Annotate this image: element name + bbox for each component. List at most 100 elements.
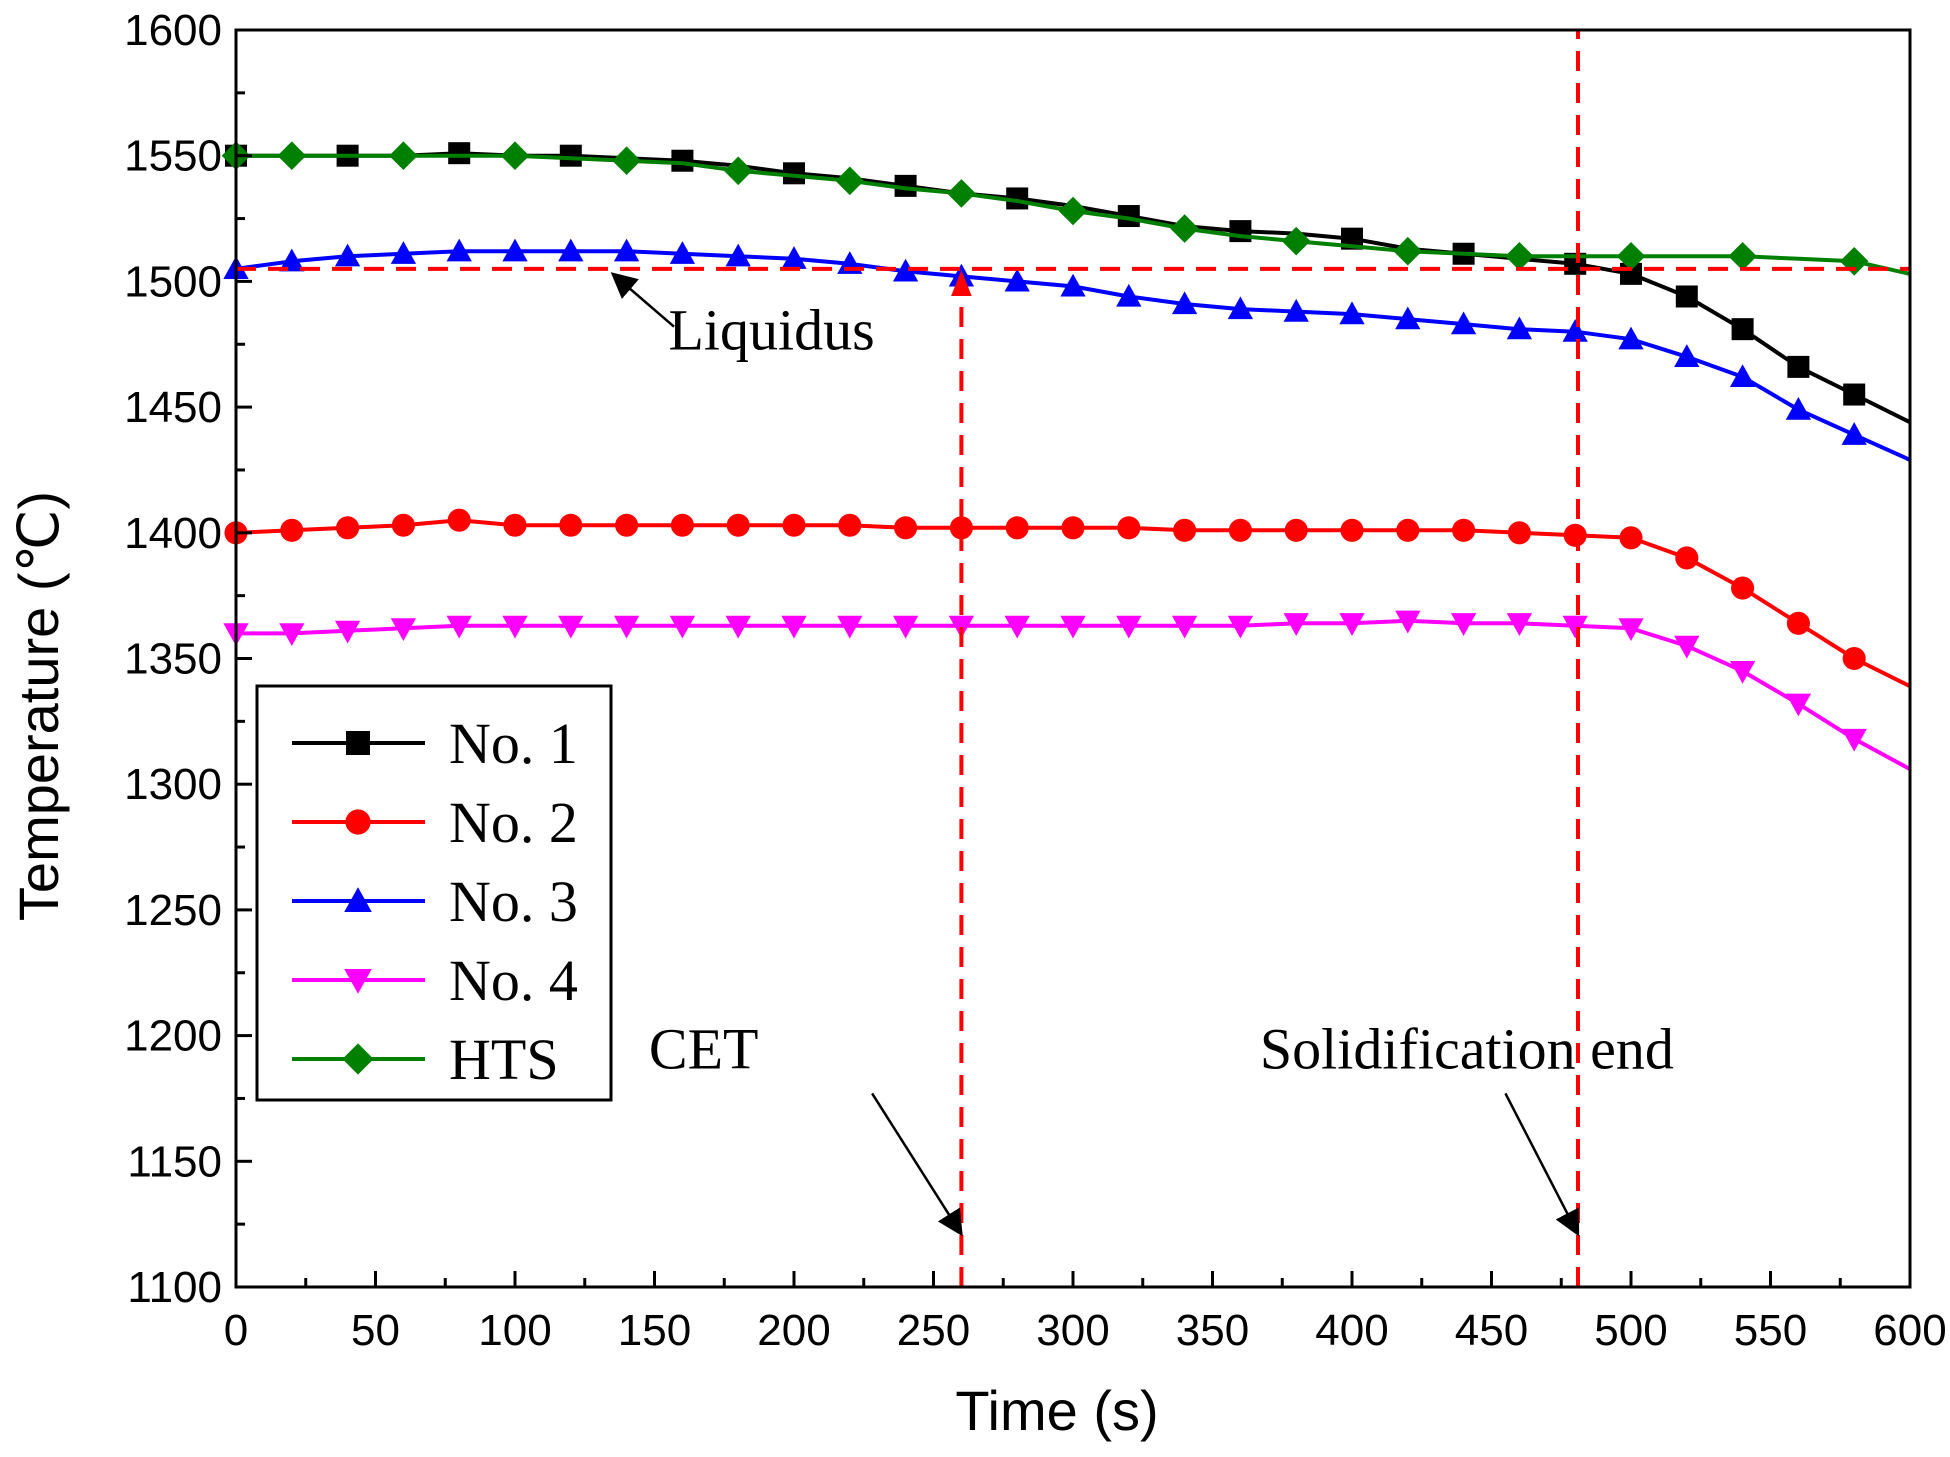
data-point — [1562, 319, 1588, 342]
data-point — [1563, 523, 1587, 547]
x-tick-label: 400 — [1315, 1306, 1388, 1355]
plot-area — [221, 30, 1911, 1287]
data-point — [1618, 326, 1644, 350]
data-point — [725, 243, 751, 267]
series-no-2 — [224, 508, 1911, 688]
data-point — [389, 141, 418, 170]
legend-marker — [345, 809, 371, 835]
data-point — [1395, 306, 1421, 330]
series-no-4 — [223, 610, 1911, 771]
data-point — [613, 615, 640, 639]
legend-item: No. 4 — [292, 948, 578, 1013]
data-point — [558, 615, 584, 639]
data-point — [1505, 241, 1534, 271]
series-hts — [221, 141, 1911, 276]
data-point — [1618, 618, 1644, 641]
data-point — [1227, 296, 1254, 320]
y-axis-title: Temperature (℃) — [7, 491, 70, 921]
data-point — [725, 615, 751, 639]
data-point — [1674, 635, 1700, 659]
data-point — [783, 162, 805, 185]
data-point — [1786, 611, 1810, 635]
data-point — [1731, 318, 1754, 341]
x-tick-label: 100 — [478, 1306, 551, 1355]
data-point — [1785, 693, 1812, 717]
data-point — [390, 241, 417, 264]
y-tick-label: 1100 — [127, 1263, 222, 1312]
cet-label: CET — [649, 1016, 759, 1081]
x-tick-label: 0 — [224, 1306, 248, 1355]
legend-item: HTS — [292, 1027, 559, 1092]
data-point — [1506, 316, 1533, 340]
data-point — [390, 618, 417, 641]
data-point — [1004, 615, 1030, 639]
data-point — [446, 615, 472, 639]
data-point — [334, 620, 361, 644]
x-tick-label: 450 — [1455, 1306, 1528, 1355]
legend-marker — [344, 887, 372, 913]
series-no-3 — [223, 238, 1911, 462]
data-point — [1227, 615, 1254, 639]
legend-label: No. 1 — [449, 711, 578, 776]
legend-box — [255, 684, 613, 1102]
x-tick-label: 350 — [1176, 1306, 1249, 1355]
data-point — [1339, 613, 1365, 636]
data-point — [892, 615, 919, 639]
data-point — [1060, 273, 1086, 297]
data-point — [1841, 728, 1867, 752]
data-point — [1284, 518, 1308, 542]
data-point — [1729, 364, 1756, 388]
data-point — [613, 238, 640, 262]
data-point — [1674, 344, 1700, 367]
legend-item: No. 1 — [292, 711, 578, 776]
data-point — [671, 149, 694, 172]
data-point — [1004, 268, 1030, 292]
data-point — [894, 516, 918, 540]
data-point — [1395, 610, 1421, 634]
data-point — [446, 238, 472, 262]
y-tick-label: 1150 — [127, 1137, 222, 1186]
data-point — [835, 166, 865, 196]
data-point — [1731, 576, 1755, 600]
data-point — [1787, 355, 1810, 378]
data-point — [1339, 301, 1365, 325]
data-point — [1283, 613, 1309, 636]
data-point — [448, 142, 471, 165]
data-point — [1229, 220, 1252, 243]
data-point — [669, 615, 696, 639]
data-point — [1841, 422, 1867, 445]
data-point — [723, 156, 753, 186]
data-point — [1843, 383, 1866, 406]
x-tick-label: 50 — [351, 1306, 400, 1355]
data-point — [837, 615, 863, 639]
liquidus-arrow — [610, 272, 675, 328]
x-tick-label: 300 — [1036, 1306, 1109, 1355]
data-point — [1450, 613, 1477, 636]
axes: 0 50 100 150 200 250 300 350 400 450 500 550 600 1100… — [124, 6, 1947, 1355]
data-point — [1393, 236, 1423, 266]
cet-arrow — [871, 1092, 963, 1237]
data-point — [277, 141, 307, 170]
legend-label: No. 3 — [449, 869, 578, 934]
data-point — [947, 179, 976, 208]
y-tick-label: 1600 — [124, 6, 222, 55]
data-point — [615, 513, 639, 537]
legend-label: No. 4 — [449, 948, 578, 1013]
x-axis-title: Time (s) — [955, 1379, 1158, 1442]
data-point — [1842, 646, 1866, 671]
data-point — [669, 241, 696, 264]
data-point — [892, 258, 919, 282]
y-tick-label: 1350 — [124, 635, 222, 684]
data-point — [1675, 285, 1698, 308]
data-point — [1616, 241, 1646, 271]
data-point — [1619, 526, 1643, 550]
x-tick-label: 500 — [1594, 1306, 1667, 1355]
y-tick-label: 1300 — [124, 760, 222, 809]
data-point — [1171, 291, 1198, 315]
data-point — [781, 615, 807, 639]
data-point — [1170, 214, 1199, 243]
data-point — [1729, 660, 1756, 684]
data-point — [612, 146, 641, 176]
data-point — [1728, 241, 1757, 271]
